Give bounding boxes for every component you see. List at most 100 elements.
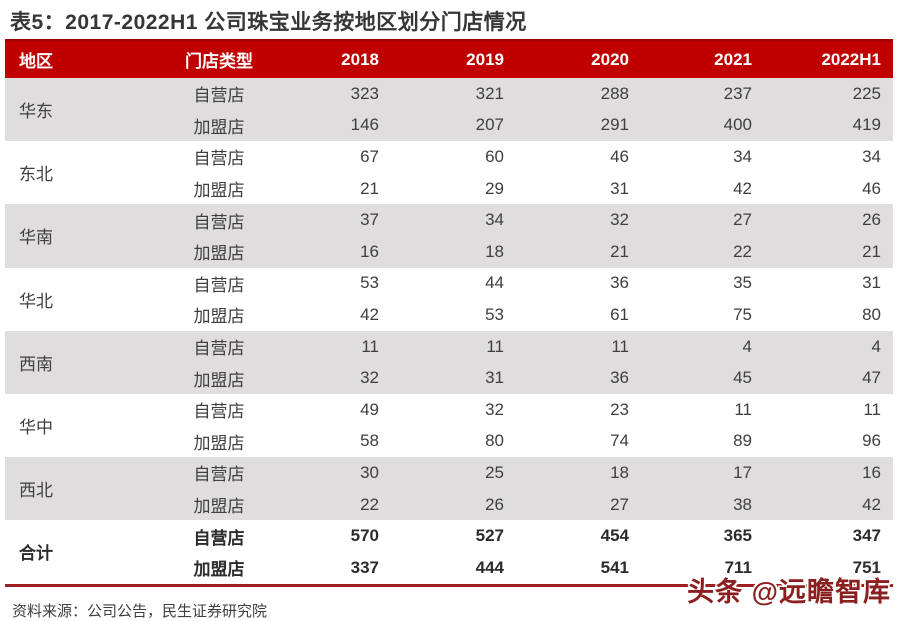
value-cell: 34 bbox=[391, 204, 516, 236]
value-cell: 347 bbox=[852, 526, 881, 546]
value-cell: 22 bbox=[641, 235, 764, 268]
value-cell: 22 bbox=[273, 488, 391, 521]
value-cell: 67 bbox=[360, 146, 379, 166]
value-cell: 53 bbox=[360, 273, 379, 293]
column-header-2021: 2021 bbox=[641, 39, 764, 78]
value-cell: 365 bbox=[723, 526, 752, 546]
store-type-cell: 加盟店 bbox=[193, 560, 245, 580]
store-type-cell: 加盟店 bbox=[165, 362, 273, 394]
value-cell: 26 bbox=[391, 488, 516, 521]
table-header-row: 地区 门店类型 2018 2019 2020 2021 2022H1 bbox=[5, 39, 893, 78]
total-row: 加盟店 337 444 541 711 751 bbox=[5, 552, 893, 584]
value-cell: 42 bbox=[764, 488, 893, 521]
table-row: 加盟店 42 53 61 75 80 bbox=[5, 299, 893, 331]
value-cell: 207 bbox=[391, 109, 516, 142]
source-note: 资料来源：公司公告，民生证券研究院 bbox=[12, 602, 268, 620]
value-cell: 42 bbox=[360, 304, 379, 324]
region-cell-total: 合计 bbox=[19, 544, 53, 564]
value-cell: 46 bbox=[610, 146, 629, 166]
table-row: 东北 自营店 67 60 46 34 34 bbox=[5, 141, 893, 184]
column-header-2022h1: 2022H1 bbox=[764, 39, 893, 78]
value-cell: 27 bbox=[516, 488, 641, 521]
total-row: 合计 自营店 570 527 454 365 347 bbox=[5, 520, 893, 563]
value-cell: 96 bbox=[862, 431, 881, 451]
value-cell: 444 bbox=[475, 557, 504, 577]
value-cell: 25 bbox=[391, 457, 516, 489]
table-row: 加盟店 16 18 21 22 21 bbox=[5, 235, 893, 268]
column-header-2020: 2020 bbox=[516, 39, 641, 78]
value-cell: 16 bbox=[764, 457, 893, 489]
value-cell: 400 bbox=[641, 109, 764, 142]
value-cell: 32 bbox=[485, 399, 504, 419]
value-cell: 31 bbox=[610, 178, 629, 198]
value-cell: 26 bbox=[764, 204, 893, 236]
region-cell: 华中 bbox=[19, 418, 53, 438]
value-cell: 47 bbox=[764, 362, 893, 394]
region-cell: 华北 bbox=[19, 291, 53, 311]
column-header-region: 地区 bbox=[5, 39, 165, 78]
value-cell: 21 bbox=[764, 235, 893, 268]
value-cell: 27 bbox=[641, 204, 764, 236]
value-cell: 11 bbox=[273, 330, 391, 363]
region-cell: 西南 bbox=[5, 330, 165, 394]
value-cell: 11 bbox=[863, 399, 881, 419]
region-cell: 华南 bbox=[5, 204, 165, 268]
table-row: 加盟店 32 31 36 45 47 bbox=[5, 362, 893, 394]
value-cell: 146 bbox=[273, 109, 391, 142]
value-cell: 46 bbox=[862, 178, 881, 198]
store-type-cell: 自营店 bbox=[165, 457, 273, 489]
value-cell: 61 bbox=[610, 304, 629, 324]
value-cell: 11 bbox=[516, 330, 641, 363]
page-title: 表5：2017-2022H1 公司珠宝业务按地区划分门店情况 bbox=[10, 11, 527, 34]
column-header-store-type: 门店类型 bbox=[165, 39, 273, 78]
store-type-cell: 自营店 bbox=[165, 204, 273, 236]
value-cell: 23 bbox=[610, 399, 629, 419]
table-row: 加盟店 58 80 74 89 96 bbox=[5, 426, 893, 458]
value-cell: 32 bbox=[273, 362, 391, 394]
value-cell: 38 bbox=[641, 488, 764, 521]
value-cell: 29 bbox=[485, 178, 504, 198]
value-cell: 4 bbox=[764, 330, 893, 363]
value-cell: 60 bbox=[485, 146, 504, 166]
column-header-2018: 2018 bbox=[273, 39, 391, 78]
table-row: 加盟店 21 29 31 42 46 bbox=[5, 173, 893, 205]
table-row: 华中 自营店 49 32 23 11 11 bbox=[5, 394, 893, 437]
store-type-cell: 自营店 bbox=[193, 149, 245, 169]
value-cell: 323 bbox=[273, 78, 391, 110]
table-row: 华南 自营店 37 34 32 27 26 bbox=[5, 204, 893, 268]
value-cell: 30 bbox=[273, 457, 391, 489]
store-type-cell: 自营店 bbox=[193, 402, 245, 422]
store-type-cell: 自营店 bbox=[193, 528, 245, 548]
store-type-cell: 自营店 bbox=[165, 78, 273, 110]
value-cell: 711 bbox=[724, 557, 752, 577]
table-row: 西南 自营店 11 11 11 4 4 bbox=[5, 330, 893, 394]
table-row: 华北 自营店 53 44 36 35 31 bbox=[5, 268, 893, 310]
value-cell: 31 bbox=[391, 362, 516, 394]
value-cell: 32 bbox=[516, 204, 641, 236]
table-row: 华东 自营店 323 321 288 237 225 bbox=[5, 78, 893, 142]
value-cell: 80 bbox=[862, 304, 881, 324]
footer: 资料来源：公司公告，民生证券研究院 头条 @远瞻智库 bbox=[0, 577, 899, 621]
value-cell: 49 bbox=[360, 399, 379, 419]
value-cell: 31 bbox=[862, 273, 881, 293]
store-type-cell: 自营店 bbox=[165, 330, 273, 363]
value-cell: 16 bbox=[273, 235, 391, 268]
store-count-table: 地区 门店类型 2018 2019 2020 2021 2022H1 华东 自营… bbox=[5, 39, 893, 584]
value-cell: 89 bbox=[733, 431, 752, 451]
value-cell: 36 bbox=[610, 273, 629, 293]
value-cell: 80 bbox=[485, 431, 504, 451]
value-cell: 419 bbox=[764, 109, 893, 142]
store-type-cell: 加盟店 bbox=[193, 307, 245, 327]
value-cell: 288 bbox=[516, 78, 641, 110]
value-cell: 74 bbox=[610, 431, 629, 451]
value-cell: 37 bbox=[273, 204, 391, 236]
table-row: 西北 自营店 30 25 18 17 16 bbox=[5, 457, 893, 521]
value-cell: 21 bbox=[516, 235, 641, 268]
value-cell: 53 bbox=[485, 304, 504, 324]
store-type-cell: 加盟店 bbox=[165, 235, 273, 268]
value-cell: 36 bbox=[516, 362, 641, 394]
region-cell: 东北 bbox=[19, 165, 53, 185]
value-cell: 11 bbox=[734, 399, 752, 419]
column-header-2019: 2019 bbox=[391, 39, 516, 78]
value-cell: 751 bbox=[852, 557, 881, 577]
